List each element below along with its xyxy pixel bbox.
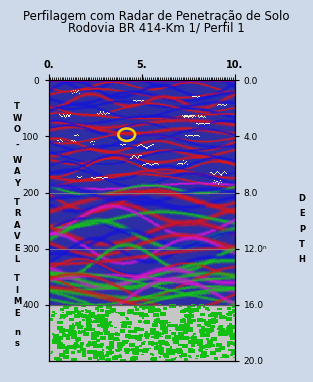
Text: A: A [14, 167, 20, 176]
Text: T: T [14, 102, 20, 112]
Text: M: M [13, 297, 21, 306]
Text: H: H [299, 255, 305, 264]
Text: P: P [299, 225, 305, 234]
Text: T: T [14, 198, 20, 207]
Text: W: W [13, 114, 22, 123]
Text: T: T [14, 274, 20, 283]
Text: A: A [14, 221, 20, 230]
Text: W: W [13, 156, 22, 165]
Text: T: T [299, 240, 305, 249]
Text: Perfilagem com Radar de Penetração de Solo: Perfilagem com Radar de Penetração de So… [23, 10, 290, 23]
Text: s: s [15, 339, 20, 348]
Text: -: - [15, 141, 19, 150]
Text: Rodovia BR 414-Km 1/ Perfil 1: Rodovia BR 414-Km 1/ Perfil 1 [68, 21, 245, 34]
Text: n: n [14, 328, 20, 337]
Text: I: I [16, 286, 19, 295]
Text: E: E [14, 244, 20, 253]
Text: O: O [14, 125, 21, 134]
Text: V: V [14, 232, 20, 241]
Text: E: E [299, 209, 305, 219]
Text: Y: Y [14, 179, 20, 188]
Text: D: D [299, 194, 305, 203]
Text: E: E [14, 309, 20, 318]
Text: R: R [14, 209, 20, 219]
Text: L: L [15, 255, 20, 264]
